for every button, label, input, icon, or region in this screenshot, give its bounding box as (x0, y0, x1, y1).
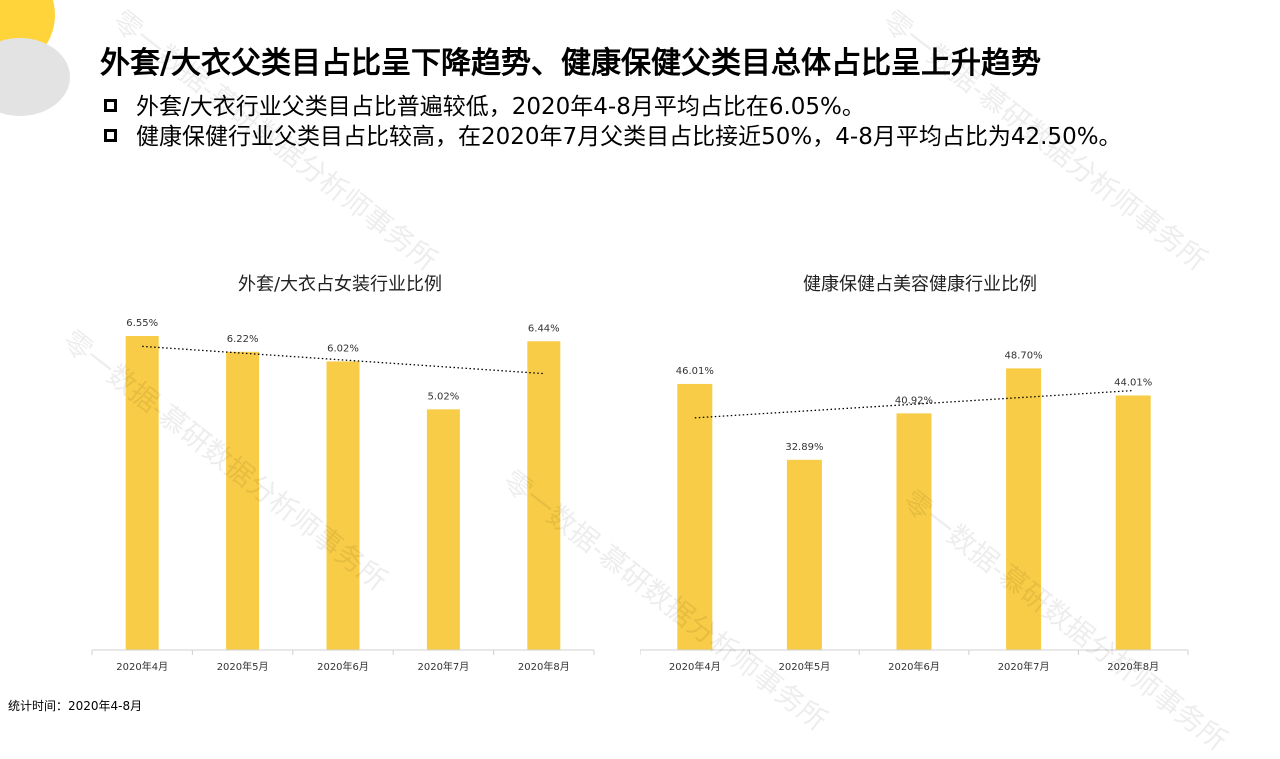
footer-note: 统计时间：2020年4-8月 (8, 699, 143, 713)
bar-3 (426, 409, 460, 650)
data-label-1: 6.22% (227, 334, 259, 345)
x-tick-label-4: 2020年8月 (1107, 660, 1159, 673)
bullet-item: 外套/大衣行业父类目占比普遍较低，2020年4-8月平均占比在6.05%。 (104, 92, 1164, 122)
data-label-0: 6.55% (126, 318, 158, 329)
chart-title: 外套/大衣占女装行业比例 (237, 274, 443, 295)
x-tick-label-1: 2020年5月 (217, 660, 269, 673)
square-bullet-icon (104, 129, 117, 142)
data-label-2: 40.92% (895, 395, 933, 406)
bar-2 (896, 413, 932, 650)
bar-4 (1115, 395, 1151, 650)
data-label-3: 5.02% (428, 391, 460, 402)
page-title: 外套/大衣父类目占比呈下降趋势、健康保健父类目总体占比呈上升趋势 (100, 46, 1041, 81)
bar-0 (677, 383, 713, 650)
data-label-0: 46.01% (676, 366, 714, 377)
bullet-text: 健康保健行业父类目占比较高，在2020年7月父类目占比接近50%，4-8月平均占… (136, 124, 1122, 150)
chart-outerwear: 外套/大衣占女装行业比例 6.55% 2020年4月 6.22% 2020年5月 6.0… (80, 262, 600, 682)
chart-outerwear-plot: 6.55% 2020年4月 6.22% 2020年5月 6.02% 2020年6月 5.02… (91, 318, 595, 673)
square-bullet-icon (104, 99, 117, 112)
x-tick-label-4: 2020年8月 (518, 660, 570, 673)
chart-health: 健康保健占美容健康行业比例 46.01% 2020年4月 32.89% 2020年5月… (640, 262, 1200, 682)
x-tick-label-2: 2020年6月 (888, 660, 940, 673)
bar-1 (226, 351, 260, 650)
bullet-text: 外套/大衣行业父类目占比普遍较低，2020年4-8月平均占比在6.05%。 (136, 94, 865, 120)
chart-title: 健康保健占美容健康行业比例 (803, 274, 1037, 295)
bar-2 (326, 361, 360, 650)
x-tick-label-0: 2020年4月 (116, 660, 168, 673)
trendline (694, 389, 1134, 419)
decorative-grey-circle (0, 38, 70, 116)
bullet-list: 外套/大衣行业父类目占比普遍较低，2020年4-8月平均占比在6.05%。 健康… (104, 92, 1164, 152)
data-label-3: 48.70% (1005, 350, 1043, 361)
trendline (142, 345, 544, 375)
bar-0 (125, 336, 159, 650)
x-tick-label-0: 2020年4月 (669, 660, 721, 673)
data-label-4: 6.44% (528, 323, 560, 334)
bar-4 (527, 341, 561, 650)
x-tick-label-3: 2020年7月 (998, 660, 1050, 673)
x-tick-label-1: 2020年5月 (778, 660, 830, 673)
x-tick-label-3: 2020年7月 (417, 660, 469, 673)
data-label-4: 44.01% (1114, 378, 1152, 389)
data-label-2: 6.02% (327, 343, 359, 354)
data-label-1: 32.89% (785, 442, 823, 453)
chart-health-plot: 46.01% 2020年4月 32.89% 2020年5月 40.92% 2020年6月 4… (640, 350, 1189, 673)
bar-3 (1006, 368, 1042, 650)
bullet-item: 健康保健行业父类目占比较高，在2020年7月父类目占比接近50%，4-8月平均占… (104, 122, 1164, 152)
bar-1 (786, 459, 822, 650)
x-tick-label-2: 2020年6月 (317, 660, 369, 673)
